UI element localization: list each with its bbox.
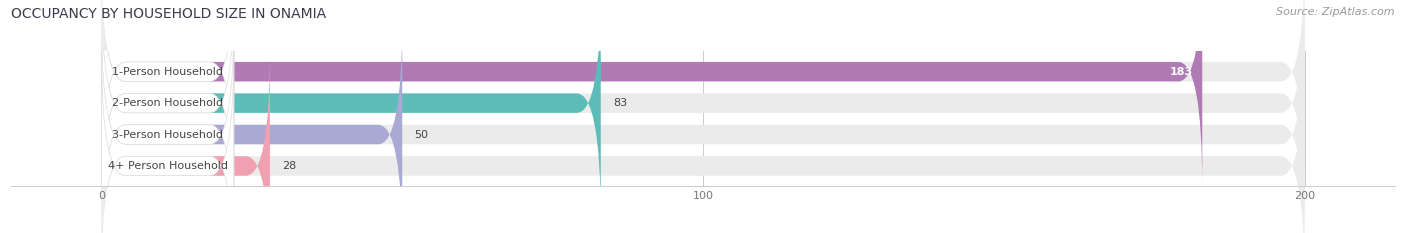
FancyBboxPatch shape [101, 50, 233, 233]
FancyBboxPatch shape [101, 50, 270, 233]
Text: 4+ Person Household: 4+ Person Household [108, 161, 228, 171]
FancyBboxPatch shape [101, 0, 1202, 188]
Text: 2-Person Household: 2-Person Household [112, 98, 224, 108]
FancyBboxPatch shape [101, 19, 233, 233]
FancyBboxPatch shape [101, 50, 1305, 233]
FancyBboxPatch shape [101, 0, 600, 219]
FancyBboxPatch shape [101, 0, 233, 188]
FancyBboxPatch shape [101, 0, 1305, 188]
Text: 50: 50 [415, 130, 429, 140]
Text: Source: ZipAtlas.com: Source: ZipAtlas.com [1277, 7, 1395, 17]
FancyBboxPatch shape [101, 0, 233, 219]
FancyBboxPatch shape [101, 19, 402, 233]
Text: OCCUPANCY BY HOUSEHOLD SIZE IN ONAMIA: OCCUPANCY BY HOUSEHOLD SIZE IN ONAMIA [11, 7, 326, 21]
FancyBboxPatch shape [101, 19, 1305, 233]
Text: 83: 83 [613, 98, 627, 108]
Text: 28: 28 [283, 161, 297, 171]
Text: 1-Person Household: 1-Person Household [112, 67, 224, 77]
FancyBboxPatch shape [101, 0, 1305, 219]
Text: 183: 183 [1170, 67, 1194, 77]
Text: 3-Person Household: 3-Person Household [112, 130, 224, 140]
